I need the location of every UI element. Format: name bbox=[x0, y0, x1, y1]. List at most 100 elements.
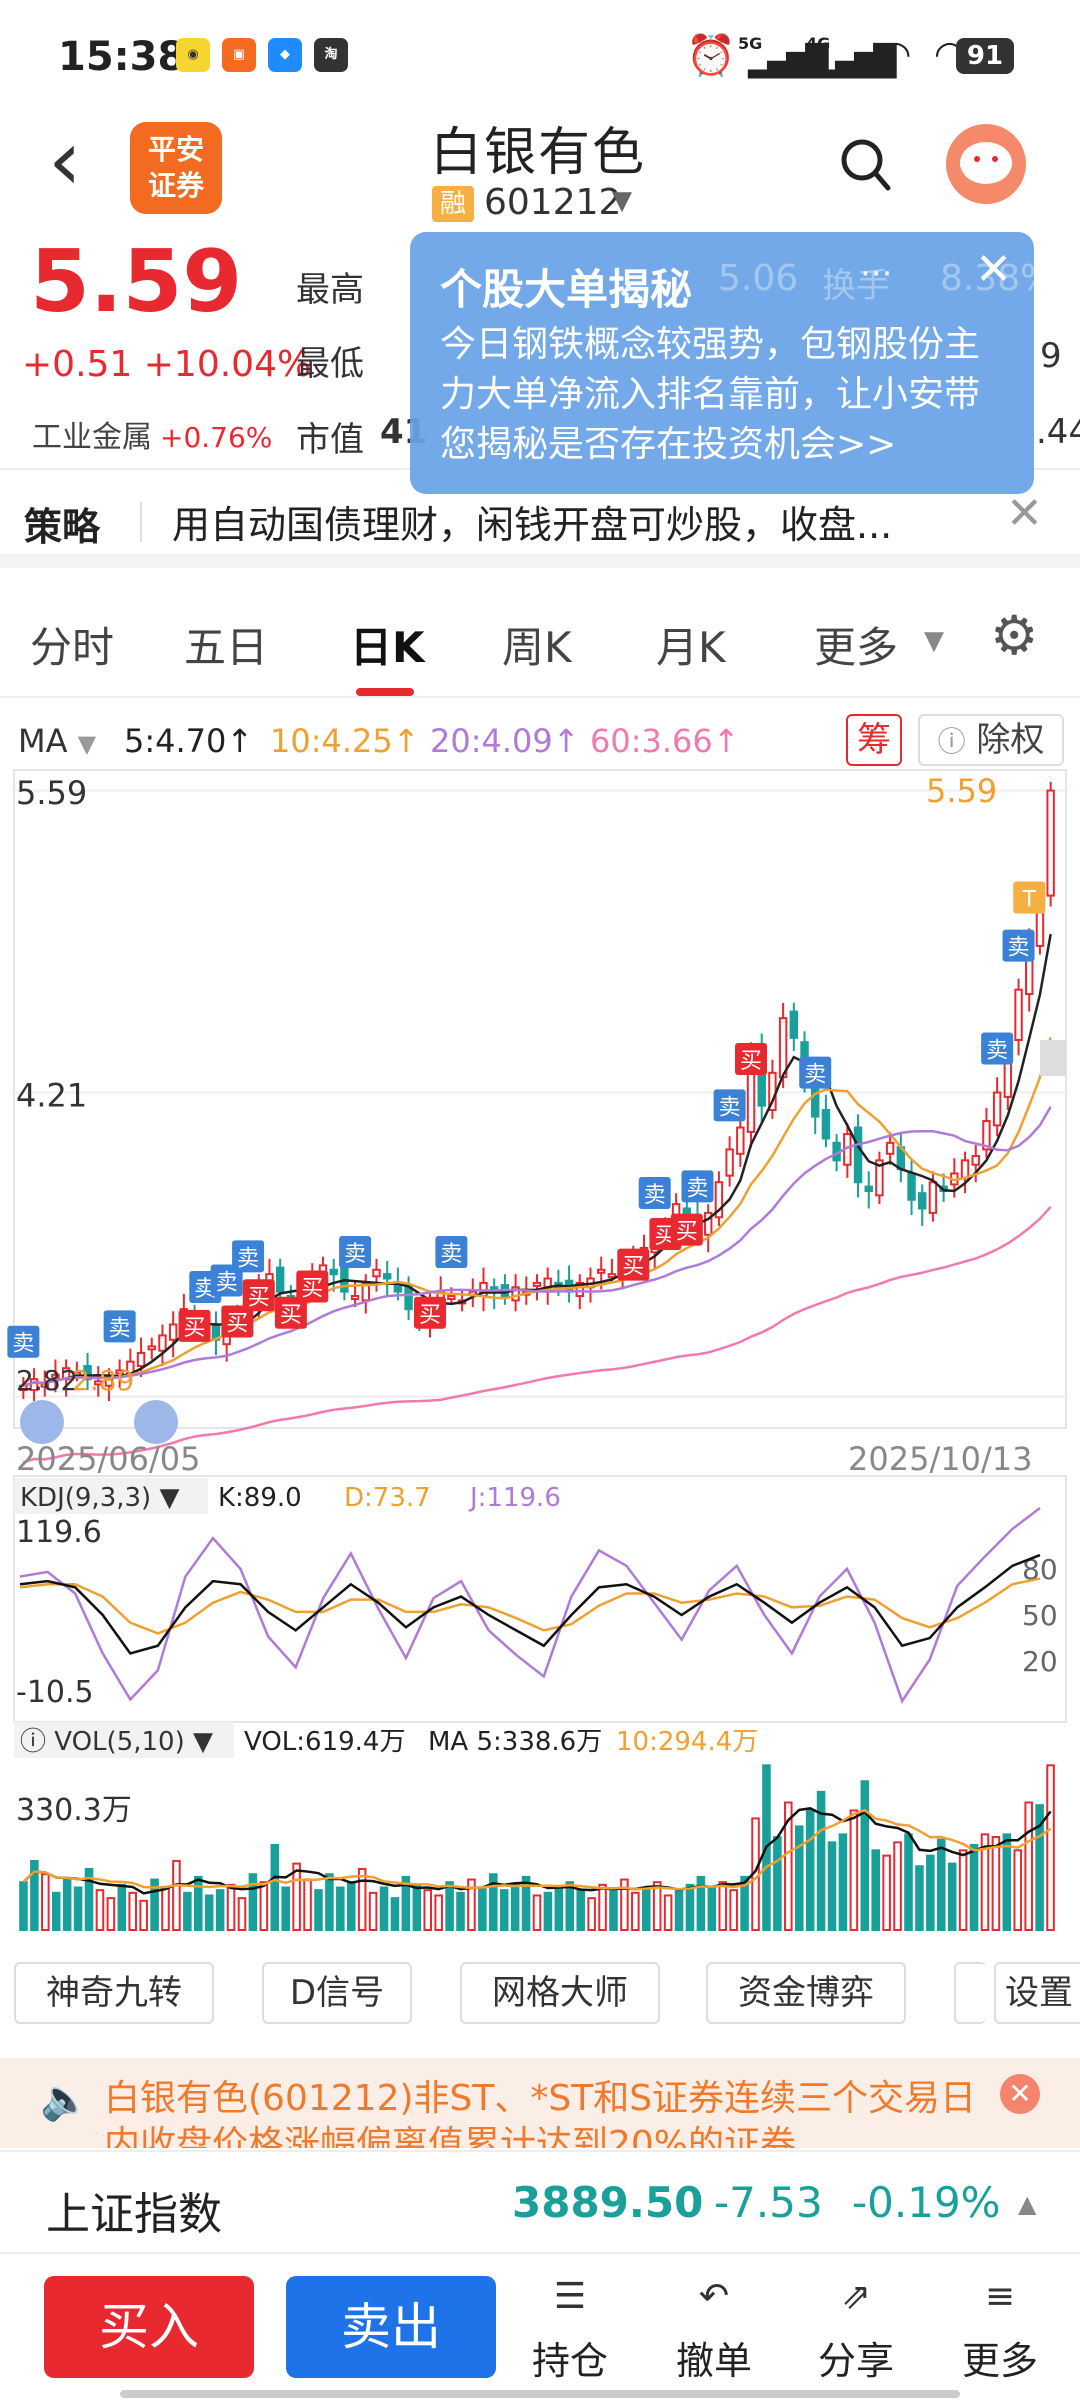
trade-mark-text: 卖 bbox=[109, 1316, 131, 1341]
chevron-up-icon[interactable]: ▲ bbox=[1018, 2190, 1037, 2218]
strategy-banner[interactable]: 策略 用自动国债理财，闲钱开盘可炒股，收盘... ✕ bbox=[0, 478, 1080, 568]
more-button[interactable]: ≡ 更多 bbox=[940, 2276, 1060, 2385]
tab-weekly-k[interactable]: 周K bbox=[502, 623, 572, 672]
tool-settings[interactable]: 设置 bbox=[994, 1962, 1080, 2024]
tab-intraday[interactable]: 分时 bbox=[30, 623, 115, 672]
vol-ma5: MA 5:338.6万 bbox=[428, 1727, 602, 1757]
candle-body bbox=[51, 1373, 60, 1379]
kdj-tick-50: 50 bbox=[1022, 1599, 1058, 1632]
volume-bar bbox=[773, 1836, 782, 1931]
share-button[interactable]: ⇗ 分享 bbox=[796, 2276, 916, 2385]
kdj-j-value: J:119.6 bbox=[468, 1483, 561, 1513]
buy-button[interactable]: 买入 bbox=[44, 2276, 254, 2378]
volume-bar bbox=[401, 1875, 411, 1931]
popup-underlying-high: 5.06 bbox=[718, 258, 799, 299]
volume-bar bbox=[314, 1889, 323, 1931]
chevron-down-icon[interactable]: ▼ bbox=[612, 186, 632, 216]
volume-bar bbox=[969, 1844, 979, 1931]
y-low-label: 2.82 bbox=[16, 1364, 78, 1397]
settings-gear-icon[interactable]: ⚙ bbox=[990, 604, 1039, 667]
volume-bar bbox=[226, 1883, 236, 1931]
strategy-label: 策略 bbox=[24, 505, 101, 549]
volume-bar bbox=[128, 1891, 138, 1931]
more-chevron-icon[interactable]: ▼ bbox=[924, 626, 944, 656]
candle-body bbox=[918, 1192, 927, 1210]
taobao-notification-icon: 淘 bbox=[314, 38, 348, 72]
candle-body bbox=[778, 1017, 788, 1079]
trade-mark-text: 买 bbox=[419, 1303, 441, 1328]
volume-bar bbox=[958, 1849, 968, 1931]
x-end-label: 2025/10/13 bbox=[848, 1440, 1032, 1478]
volume-bar bbox=[652, 1881, 662, 1931]
assistant-avatar-icon[interactable] bbox=[946, 124, 1026, 204]
candle-body bbox=[447, 1295, 456, 1301]
kdj-selector-bg bbox=[14, 1478, 208, 1514]
trade-mark-text: 卖 bbox=[216, 1270, 238, 1295]
tool-d-signal[interactable]: D信号 bbox=[262, 1962, 412, 2024]
index-ticker[interactable]: 上证指数 3889.50 -7.53 -0.19% ▲ bbox=[0, 2150, 1080, 2254]
positions-button[interactable]: ☰ 持仓 bbox=[510, 2276, 630, 2385]
trade-mark-text: 买 bbox=[184, 1316, 206, 1341]
home-indicator bbox=[120, 2390, 960, 2398]
sell-button[interactable]: 卖出 bbox=[286, 2276, 496, 2378]
index-change: -7.53 bbox=[714, 2178, 823, 2227]
tool-magic-nine[interactable]: 神奇九转 bbox=[14, 1962, 214, 2024]
volume-bar bbox=[598, 1883, 607, 1931]
chip-button[interactable]: 筹 bbox=[846, 714, 902, 766]
candle-body bbox=[789, 1010, 799, 1039]
volume-bar bbox=[947, 1862, 957, 1931]
risk-notice-banner[interactable]: 🔈 白银有色(601212)非ST、*ST和S证券连续三个交易日内收盘价格涨幅偏… bbox=[0, 2058, 1080, 2148]
popup-body[interactable]: 今日钢铁概念较强势，包钢股份主力大单净流入排名靠前，让小安带您揭秘是否存在投资机… bbox=[440, 324, 981, 465]
volume-bar bbox=[412, 1883, 422, 1931]
ma60-line bbox=[22, 1205, 1052, 1464]
kdj-tick-20: 20 bbox=[1022, 1645, 1058, 1678]
net-5g-label: 5G bbox=[738, 34, 763, 53]
volume-bar bbox=[95, 1889, 105, 1931]
margin-tag: 融 bbox=[432, 186, 474, 222]
candle-body bbox=[971, 1154, 980, 1166]
ma-selector[interactable]: MA ▼ bbox=[18, 722, 97, 760]
volume-bar bbox=[904, 1833, 913, 1931]
tool-capital-game[interactable]: 资金博弈 bbox=[706, 1962, 906, 2024]
strategy-text[interactable]: 用自动国债理财，闲钱开盘可炒股，收盘... bbox=[172, 503, 893, 547]
tool-partial[interactable] bbox=[954, 1962, 986, 2024]
strategy-close-icon[interactable]: ✕ bbox=[1006, 488, 1043, 539]
popup-close-icon[interactable]: ✕ bbox=[975, 244, 1012, 295]
pingan-notification-icon: ▣ bbox=[222, 38, 256, 72]
candle-body bbox=[596, 1268, 606, 1274]
candle-body bbox=[982, 1119, 991, 1151]
popup-title: 个股大单揭秘 bbox=[440, 265, 693, 314]
candle-body bbox=[168, 1323, 178, 1341]
stock-code[interactable]: 601212 bbox=[484, 182, 622, 223]
popup-underlying-turnover-label: 换手 bbox=[822, 266, 890, 306]
tab-more[interactable]: 更多 bbox=[814, 623, 899, 672]
volume-bar bbox=[729, 1889, 738, 1931]
tool-grid-master[interactable]: 网格大师 bbox=[460, 1962, 660, 2024]
volume-bar bbox=[19, 1881, 28, 1931]
cancel-order-button[interactable]: ↶ 撤单 bbox=[654, 2276, 774, 2385]
big-order-popup[interactable]: 个股大单揭秘 ··· 5.06 换手 8.38% ✕ 今日钢铁概念较强势，包钢股… bbox=[410, 232, 1054, 494]
trade-mark-text: 卖 bbox=[12, 1332, 34, 1357]
back-icon[interactable]: ‹ bbox=[48, 111, 82, 209]
volume-bar bbox=[478, 1886, 487, 1931]
trade-mark-badge bbox=[1013, 881, 1046, 914]
industry-label[interactable]: 工业金属 +0.76% bbox=[32, 420, 273, 455]
tab-5day[interactable]: 五日 bbox=[184, 623, 269, 672]
search-icon[interactable] bbox=[838, 136, 894, 196]
kline-chart-area[interactable]: 卖卖买卖卖买卖买买买卖买卖买卖买买卖卖买卖卖卖 T 5.59 4.21 2.82 2.89… bbox=[0, 700, 1080, 1950]
volume-bar bbox=[554, 1886, 564, 1931]
candle-body bbox=[372, 1268, 381, 1278]
candle-body bbox=[511, 1286, 520, 1302]
notice-close-icon[interactable]: ✕ bbox=[1000, 2074, 1040, 2114]
tab-daily-k[interactable]: 日K bbox=[350, 623, 425, 672]
volume-bar bbox=[215, 1889, 225, 1931]
trade-mark-badge bbox=[713, 1089, 746, 1122]
ex-right-button[interactable]: ⓘ 除权 bbox=[918, 714, 1064, 766]
volume-bar bbox=[707, 1886, 717, 1931]
candle-body bbox=[960, 1159, 970, 1179]
ma20-line bbox=[22, 1106, 1052, 1387]
volume-bar bbox=[41, 1873, 50, 1931]
tab-monthly-k[interactable]: 月K bbox=[656, 623, 726, 672]
notice-text[interactable]: 白银有色(601212)非ST、*ST和S证券连续三个交易日内收盘价格涨幅偏离值… bbox=[104, 2078, 977, 2148]
